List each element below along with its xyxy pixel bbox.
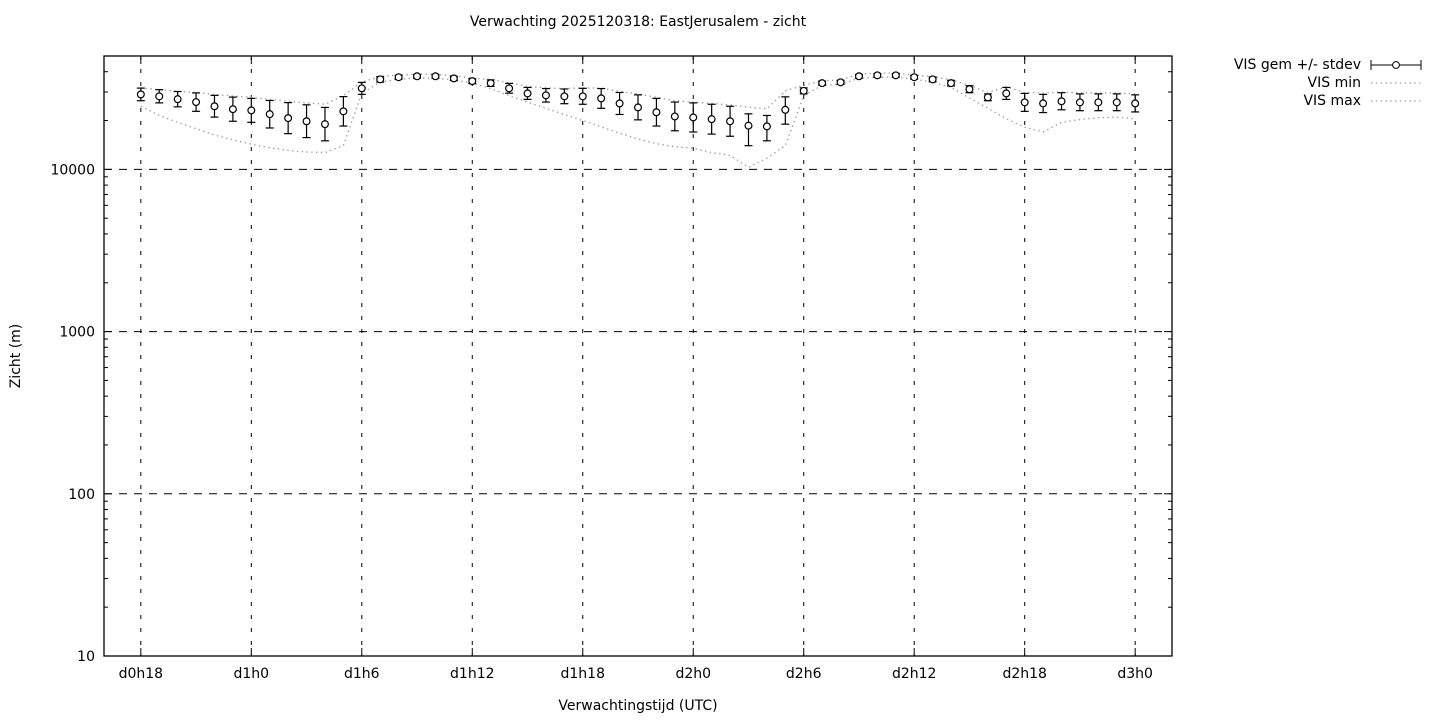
x-tick-label: d1h0: [234, 666, 270, 682]
vis-gem-point: [376, 75, 385, 84]
legend-entry-vis-max: VIS max: [1234, 92, 1424, 110]
vis-min-line: [140, 76, 1136, 169]
vis-gem-point: [947, 79, 956, 88]
vis-gem-point: [541, 91, 550, 100]
vis-gem-point: [394, 73, 403, 82]
y-axis-label: Zicht (m): [8, 323, 24, 389]
legend-entry-vis-gem: VIS gem +/- stdev: [1234, 56, 1424, 74]
x-tick-label: d3h0: [1117, 666, 1153, 682]
vis-gem-point: [762, 122, 771, 131]
vis-gem-point: [1112, 98, 1121, 107]
legend-label-vis-gem: VIS gem +/- stdev: [1233, 57, 1361, 73]
vis-gem-point: [192, 98, 201, 107]
y-tick-label: 10000: [50, 162, 95, 178]
vis-gem-point: [799, 86, 808, 95]
x-tick-label: d2h12: [892, 666, 936, 682]
x-axis-label: Verwachtingstijd (UTC): [558, 698, 718, 714]
vis-gem-point: [302, 117, 311, 126]
x-tick-label: d2h18: [1002, 666, 1046, 682]
vis-gem-point: [910, 73, 919, 82]
vis-gem-point: [413, 72, 422, 81]
vis-gem-point: [505, 84, 514, 93]
vis-gem-point: [1039, 99, 1048, 108]
vis-gem-point: [983, 93, 992, 102]
vis-gem-point: [928, 75, 937, 84]
vis-gem-point: [320, 120, 329, 129]
vis-gem-point: [744, 121, 753, 130]
vis-gem-point: [1020, 98, 1029, 107]
vis-gem-point: [449, 74, 458, 83]
vis-gem-point: [836, 78, 845, 87]
dotted-line-icon: [1371, 82, 1421, 84]
legend: VIS gem +/- stdev VIS min VIS max: [1234, 56, 1424, 110]
x-tick-label: d2h0: [675, 666, 711, 682]
vis-gem-point: [486, 79, 495, 88]
y-tick-label: 10: [77, 649, 95, 665]
legend-label-vis-max: VIS max: [1303, 93, 1361, 109]
plot-frame: [103, 55, 1173, 657]
vis-gem-point: [210, 102, 219, 111]
vis-gem-point: [615, 99, 624, 108]
vis-gem-point: [965, 85, 974, 94]
vis-gem-point: [523, 89, 532, 98]
vis-gem-point: [247, 106, 256, 115]
vis-gem-point: [560, 92, 569, 101]
vis-gem-point: [431, 72, 440, 81]
legend-label-vis-min: VIS min: [1307, 75, 1361, 91]
vis-gem-point: [818, 79, 827, 88]
y-tick-label: 1000: [59, 325, 95, 341]
y-tick-label: 100: [68, 487, 95, 503]
x-tick-label: d2h6: [786, 666, 822, 682]
vis-gem-point: [1131, 99, 1140, 108]
vis-gem-point: [873, 71, 882, 80]
x-tick-label: d1h6: [344, 666, 380, 682]
chart-title: Verwachting 2025120318: EastJerusalem - …: [469, 14, 807, 30]
x-tick-label: d1h12: [450, 666, 494, 682]
errorbar-key-icon: [1370, 60, 1422, 70]
vis-gem-point: [707, 115, 716, 124]
vis-gem-point: [854, 72, 863, 81]
vis-gem-point: [265, 110, 274, 119]
vis-gem-point: [228, 105, 237, 114]
x-tick-label: d1h18: [561, 666, 605, 682]
vis-gem-point: [1002, 89, 1011, 98]
vis-gem-point: [689, 113, 698, 122]
vis-gem-point: [726, 117, 735, 126]
vis-gem-point: [357, 84, 366, 93]
vis-gem-point: [578, 92, 587, 101]
vis-gem-point: [633, 103, 642, 112]
dotted-line-icon: [1371, 100, 1421, 102]
vis-gem-point: [284, 114, 293, 123]
vis-gem-point: [1057, 97, 1066, 106]
vis-gem-point: [670, 112, 679, 121]
vis-gem-point: [173, 95, 182, 104]
legend-entry-vis-min: VIS min: [1234, 74, 1424, 92]
vis-gem-point: [652, 108, 661, 117]
vis-gem-point: [339, 107, 348, 116]
vis-gem-point: [1075, 98, 1084, 107]
vis-gem-point: [136, 90, 145, 99]
vis-gem-point: [155, 92, 164, 101]
vis-gem-point: [781, 105, 790, 114]
vis-gem-point: [597, 94, 606, 103]
vis-gem-point: [468, 77, 477, 86]
vis-gem-point: [1094, 98, 1103, 107]
vis-gem-point: [891, 71, 900, 80]
x-tick-label: d0h18: [119, 666, 163, 682]
